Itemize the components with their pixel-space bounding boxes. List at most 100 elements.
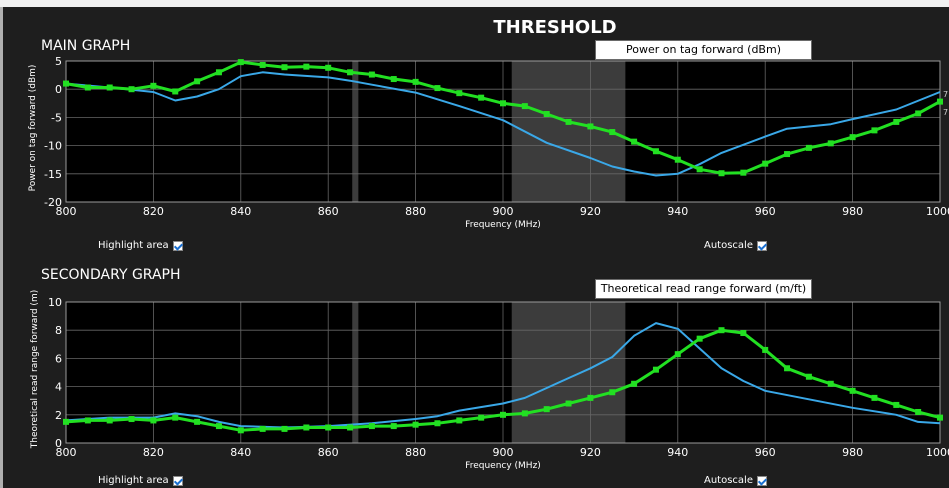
main-x-tick-960: 960 — [755, 205, 776, 218]
secondary-series-green-point-2 — [106, 417, 113, 424]
main-graph-measure-select[interactable]: Power on tag forward (dBm) — [595, 40, 812, 60]
secondary-highlight-band-0 — [352, 302, 359, 443]
secondary-series-green-point-16 — [412, 421, 419, 428]
main-series-green-point-32 — [762, 160, 769, 167]
secondary-x-tick-940: 940 — [667, 446, 688, 459]
secondary-highlight-band-1 — [511, 302, 626, 443]
main-series-green-point-27 — [652, 148, 659, 155]
main-series-green-point-13 — [347, 69, 354, 76]
main-x-tick-820: 820 — [143, 205, 164, 218]
secondary-series-green-point-0 — [63, 418, 69, 425]
main-y-tick--10: -10 — [44, 140, 62, 153]
main-series-green-point-16 — [412, 78, 419, 85]
main-plot-area — [66, 61, 940, 202]
secondary-x-tick-820: 820 — [143, 446, 164, 459]
main-series-green-point-18 — [456, 90, 463, 97]
secondary-series-blue-line — [65, 322, 941, 429]
secondary-series-green-point-11 — [303, 424, 310, 431]
secondary-series-green-point-12 — [325, 424, 332, 431]
secondary-series-green-point-35 — [827, 380, 834, 387]
main-series-green-point-19 — [478, 94, 485, 101]
main-series-blue-line — [65, 71, 941, 177]
secondary-y-tick-6: 6 — [55, 352, 62, 365]
secondary-series-green-point-29 — [696, 335, 703, 342]
main-series-green-point-24 — [587, 123, 594, 130]
main-series-green-point-38 — [893, 118, 900, 125]
main-x-tick-980: 980 — [842, 205, 863, 218]
main-series-green-point-1 — [84, 84, 91, 91]
main-series-green-point-9 — [259, 61, 266, 68]
main-series-green-point-7 — [215, 69, 222, 76]
secondary-graph-highlight-checkbox[interactable] — [172, 475, 183, 486]
series-end-marker-2: 7 — [943, 108, 949, 117]
secondary-series-green-point-37 — [871, 394, 878, 401]
secondary-series-green-point-30 — [718, 327, 725, 334]
page-title: THRESHOLD — [493, 17, 617, 38]
secondary-series-green-point-7 — [215, 423, 222, 430]
main-plot-border — [65, 60, 941, 203]
main-series-green-point-20 — [500, 100, 506, 107]
secondary-graph-measure-select[interactable]: Theoretical read range forward (m/ft) — [595, 279, 812, 299]
secondary-y-tick-8: 8 — [55, 324, 62, 337]
secondary-series-green-point-10 — [281, 425, 288, 432]
main-series-green-point-29 — [696, 166, 703, 173]
secondary-x-axis-label: Frequency (MHz) — [465, 461, 541, 471]
secondary-graph-y-axis-label: Theoretical read range forward (m) — [30, 289, 40, 449]
secondary-series-green-point-17 — [434, 420, 441, 427]
main-graph-autoscale-option[interactable]: Autoscale — [704, 240, 767, 251]
main-x-tick-940: 940 — [667, 205, 688, 218]
secondary-series-green-point-18 — [456, 417, 463, 424]
main-x-tick-920: 920 — [580, 205, 601, 218]
main-graph-y-axis-label: Power on tag forward (dBm) — [28, 64, 38, 192]
main-series-green-point-14 — [368, 71, 375, 78]
secondary-x-tick-840: 840 — [230, 446, 251, 459]
main-y-tick-0: 0 — [55, 83, 62, 96]
secondary-series-green-point-26 — [631, 380, 638, 387]
secondary-graph-autoscale-checkbox[interactable] — [756, 475, 767, 486]
secondary-series-green-point-13 — [347, 424, 354, 431]
main-graph-highlight-checkbox[interactable] — [172, 240, 183, 251]
secondary-y-tick-10: 10 — [48, 296, 62, 309]
main-series-green-point-2 — [106, 84, 113, 91]
secondary-series-green-point-25 — [609, 389, 616, 396]
secondary-series-green-point-3 — [128, 416, 135, 423]
main-series-green-point-10 — [281, 64, 288, 71]
secondary-series-green-point-39 — [915, 408, 922, 415]
main-series-green-point-8 — [237, 59, 244, 66]
main-series-green-point-5 — [172, 88, 179, 95]
secondary-series-green-point-22 — [543, 406, 550, 413]
main-graph-highlight-option[interactable]: Highlight area — [98, 240, 183, 251]
secondary-series-green-point-38 — [893, 401, 900, 408]
secondary-graph-title: SECONDARY GRAPH — [41, 267, 181, 283]
secondary-series-green-point-24 — [587, 394, 594, 401]
main-series-green-point-6 — [194, 78, 201, 85]
main-series-green-point-30 — [718, 170, 725, 177]
main-x-tick-860: 860 — [318, 205, 339, 218]
secondary-series-green-point-5 — [172, 414, 179, 421]
main-x-tick-840: 840 — [230, 205, 251, 218]
main-graph-autoscale-checkbox[interactable] — [756, 240, 767, 251]
main-series-green-point-34 — [805, 144, 812, 151]
secondary-graph-highlight-option[interactable]: Highlight area — [98, 475, 183, 486]
main-x-tick-800: 800 — [56, 205, 77, 218]
main-series-green-point-25 — [609, 129, 616, 136]
secondary-x-tick-800: 800 — [56, 446, 77, 459]
main-y-tick--15: -15 — [44, 168, 62, 181]
main-series-green-line — [65, 60, 941, 175]
main-series-green-point-31 — [740, 169, 747, 176]
main-highlight-band-1 — [511, 61, 626, 202]
secondary-series-green-point-1 — [84, 417, 91, 424]
secondary-series-green-point-6 — [194, 418, 201, 425]
main-series-green-point-21 — [521, 103, 528, 110]
secondary-graph-autoscale-label: Autoscale — [704, 475, 753, 486]
secondary-y-tick-2: 2 — [55, 409, 62, 422]
secondary-graph-autoscale-option[interactable]: Autoscale — [704, 475, 767, 486]
main-graph-highlight-label: Highlight area — [98, 240, 169, 251]
main-series-green-point-12 — [325, 64, 332, 71]
secondary-series-green-point-40 — [937, 414, 943, 421]
secondary-series-green-point-9 — [259, 425, 266, 432]
secondary-x-tick-920: 920 — [580, 446, 601, 459]
secondary-plot-area — [66, 302, 940, 443]
